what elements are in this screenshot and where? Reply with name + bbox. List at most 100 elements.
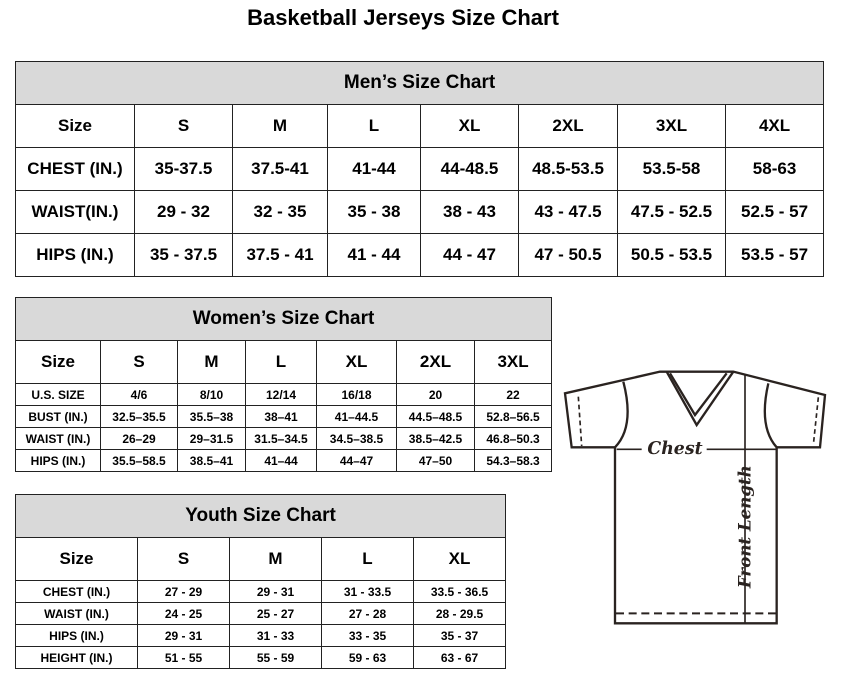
measurement-cell: 47 - 50.5 [518, 233, 618, 277]
row-label: WAIST(IN.) [15, 190, 135, 234]
measurement-cell: 51 - 55 [137, 646, 230, 669]
measurement-cell: 37.5-41 [232, 147, 328, 191]
size-header-cell: 3XL [473, 340, 553, 384]
measurement-cell: 44.5–48.5 [396, 405, 475, 428]
size-header-cell: 3XL [617, 104, 726, 148]
measurement-cell: 25 - 27 [229, 602, 322, 625]
page-title: Basketball Jerseys Size Chart [247, 5, 559, 30]
size-header-cell: L [245, 340, 317, 384]
row-label: HIPS (IN.) [15, 449, 101, 472]
size-header-cell: XL [420, 104, 519, 148]
size-header-cell: 4XL [724, 104, 825, 148]
size-header-cell: S [134, 104, 233, 148]
size-header-row: Size S M L XL 2XL 3XL [15, 340, 553, 384]
table-row: HIPS (IN.) 35 - 37.5 37.5 - 41 41 - 44 44 - … [15, 233, 825, 277]
measurement-cell: 35.5–38 [177, 405, 246, 428]
size-header-cell: Size [15, 340, 101, 384]
youth-chart-heading: Youth Size Chart [14, 494, 507, 538]
measurement-cell: 50.5 - 53.5 [617, 233, 726, 277]
table-row: WAIST (IN.) 24 - 25 25 - 27 27 - 28 28 - 29.… [15, 602, 507, 625]
table-row: BUST (IN.) 32.5–35.5 35.5–38 38–41 41–44.5 44… [15, 405, 553, 428]
measurement-cell: 33 - 35 [321, 624, 414, 647]
measurement-cell: 58-63 [724, 147, 825, 191]
measurement-cell: 44-48.5 [420, 147, 519, 191]
measurement-cell: 32 - 35 [232, 190, 328, 234]
size-header-row: Size S M L XL 2XL 3XL 4XL [15, 104, 825, 148]
women-chart-heading: Women’s Size Chart [14, 297, 553, 341]
measurement-cell: 29 - 32 [134, 190, 233, 234]
measurement-cell: 26–29 [100, 427, 178, 450]
measurement-cell: 47.5 - 52.5 [617, 190, 726, 234]
measurement-cell: 31.5–34.5 [245, 427, 317, 450]
size-header-cell: Size [15, 537, 138, 581]
women-size-table: Women’s Size Chart Size S M L XL 2XL 3XL U.S. SI… [14, 297, 553, 472]
measurement-cell: 12/14 [245, 383, 317, 406]
size-header-cell: M [229, 537, 322, 581]
measurement-cell: 47–50 [396, 449, 475, 472]
measurement-cell: 54.3–58.3 [473, 449, 553, 472]
size-header-cell: L [327, 104, 421, 148]
measurement-cell: 44 - 47 [420, 233, 519, 277]
measurement-cell: 29 - 31 [137, 624, 230, 647]
size-header-cell: 2XL [396, 340, 475, 384]
table-row: WAIST (IN.) 26–29 29–31.5 31.5–34.5 34.5–38.… [15, 427, 553, 450]
row-label: CHEST (IN.) [15, 147, 135, 191]
men-chart-heading: Men’s Size Chart [14, 61, 825, 105]
measurement-cell: 22 [473, 383, 553, 406]
measurement-cell: 53.5 - 57 [724, 233, 825, 277]
table-row: HIPS (IN.) 29 - 31 31 - 33 33 - 35 35 - 37 [15, 624, 507, 647]
measurement-cell: 34.5–38.5 [316, 427, 397, 450]
measurement-cell: 27 - 28 [321, 602, 414, 625]
measurement-cell: 52.8–56.5 [473, 405, 553, 428]
measurement-cell: 63 - 67 [412, 646, 507, 669]
table-row: CHEST (IN.) 27 - 29 29 - 31 31 - 33.5 33.5 -… [15, 580, 507, 603]
measurement-cell: 29 - 31 [229, 580, 322, 603]
measurement-cell: 38.5–41 [177, 449, 246, 472]
row-label: WAIST (IN.) [15, 427, 101, 450]
measurement-cell: 8/10 [177, 383, 246, 406]
measurement-cell: 38–41 [245, 405, 317, 428]
size-header-cell: Size [15, 104, 135, 148]
measurement-cell: 35 - 38 [327, 190, 421, 234]
row-label: CHEST (IN.) [15, 580, 138, 603]
size-header-cell: S [137, 537, 230, 581]
youth-size-table: Youth Size Chart Size S M L XL CHEST (IN.) 27 -… [14, 494, 507, 669]
chest-label: Chest [647, 439, 702, 459]
size-header-cell: S [100, 340, 178, 384]
row-label: BUST (IN.) [15, 405, 101, 428]
size-header-cell: L [321, 537, 414, 581]
size-header-cell: M [232, 104, 328, 148]
measurement-cell: 16/18 [316, 383, 397, 406]
row-label: WAIST (IN.) [15, 602, 138, 625]
table-row: U.S. SIZE 4/6 8/10 12/14 16/18 20 22 [15, 383, 553, 406]
row-label: U.S. SIZE [15, 383, 101, 406]
measurement-cell: 38 - 43 [420, 190, 519, 234]
measurement-cell: 41–44.5 [316, 405, 397, 428]
measurement-cell: 31 - 33 [229, 624, 322, 647]
table-row: CHEST (IN.) 35-37.5 37.5-41 41-44 44-48.5 48.… [15, 147, 825, 191]
men-size-table: Men’s Size Chart Size S M L XL 2XL 3XL 4XL CHEST … [14, 61, 825, 277]
size-header-cell: M [177, 340, 246, 384]
size-header-cell: XL [316, 340, 397, 384]
measurement-cell: 35.5–58.5 [100, 449, 178, 472]
row-label: HIPS (IN.) [15, 624, 138, 647]
measurement-cell: 32.5–35.5 [100, 405, 178, 428]
measurement-cell: 27 - 29 [137, 580, 230, 603]
size-header-cell: XL [412, 537, 507, 581]
measurement-cell: 29–31.5 [177, 427, 246, 450]
measurement-cell: 38.5–42.5 [396, 427, 475, 450]
row-label: HIPS (IN.) [15, 233, 135, 277]
size-header-cell: 2XL [518, 104, 618, 148]
size-header-row: Size S M L XL [15, 537, 507, 581]
measurement-cell: 55 - 59 [229, 646, 322, 669]
measurement-cell: 37.5 - 41 [232, 233, 328, 277]
measurement-cell: 53.5-58 [617, 147, 726, 191]
table-row: HEIGHT (IN.) 51 - 55 55 - 59 59 - 63 63 - 67 [15, 646, 507, 669]
front-length-label: Front Length [735, 465, 755, 589]
t-shirt-icon: Chest Front Length [563, 370, 827, 625]
measurement-cell: 24 - 25 [137, 602, 230, 625]
measurement-cell: 35 - 37 [412, 624, 507, 647]
table-row: WAIST(IN.) 29 - 32 32 - 35 35 - 38 38 - 43 43… [15, 190, 825, 234]
row-label: HEIGHT (IN.) [15, 646, 138, 669]
measurement-cell: 28 - 29.5 [412, 602, 507, 625]
